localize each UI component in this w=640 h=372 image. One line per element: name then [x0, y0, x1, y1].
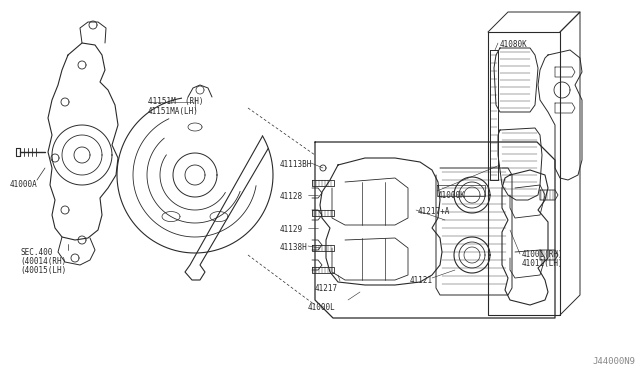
Text: 41001(RH): 41001(RH)	[522, 250, 564, 259]
Text: (40015(LH): (40015(LH)	[20, 266, 67, 275]
Text: 41113BH: 41113BH	[280, 160, 312, 169]
Text: 41128: 41128	[280, 192, 303, 201]
Text: 41000K: 41000K	[438, 191, 466, 200]
Text: 41000L: 41000L	[308, 303, 336, 312]
Text: 41000A: 41000A	[10, 180, 38, 189]
Text: 41151MA(LH): 41151MA(LH)	[148, 107, 199, 116]
Text: 41151M  (RH): 41151M (RH)	[148, 97, 204, 106]
Text: 41217+A: 41217+A	[418, 207, 451, 216]
Text: 41011(LH): 41011(LH)	[522, 259, 564, 268]
Text: 41080K: 41080K	[500, 40, 528, 49]
Text: 41129: 41129	[280, 225, 303, 234]
Text: SEC.400: SEC.400	[20, 248, 52, 257]
Text: 41217: 41217	[315, 284, 338, 293]
Text: J44000N9: J44000N9	[592, 357, 635, 366]
Text: 41121: 41121	[410, 276, 433, 285]
Text: 41138H: 41138H	[280, 243, 308, 252]
Text: (40014(RH): (40014(RH)	[20, 257, 67, 266]
